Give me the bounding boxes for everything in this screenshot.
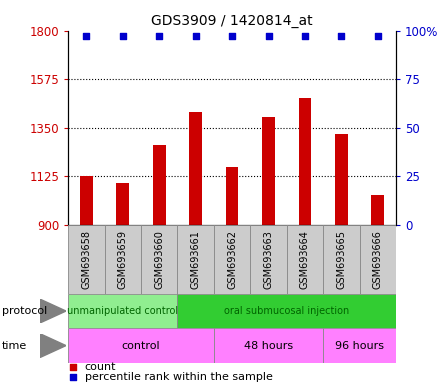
Point [119,33,126,39]
Bar [68,294,177,328]
Point [156,33,163,39]
Bar [189,112,202,225]
Title: GDS3909 / 1420814_at: GDS3909 / 1420814_at [151,14,313,28]
Text: 48 hours: 48 hours [244,341,293,351]
Bar [262,118,275,225]
Text: control: control [121,341,160,351]
Text: GSM693666: GSM693666 [373,230,383,289]
Point [301,33,308,39]
Bar [323,225,359,294]
Text: unmanipulated control: unmanipulated control [67,306,178,316]
Bar [68,328,214,363]
Text: oral submucosal injection: oral submucosal injection [224,306,349,316]
Bar [214,225,250,294]
Bar [359,225,396,294]
Point [273,337,280,343]
Text: 96 hours: 96 hours [335,341,384,351]
Bar [214,328,323,363]
Bar [177,294,396,328]
Point [374,33,381,39]
Bar [117,183,129,225]
Point [192,33,199,39]
Bar [287,225,323,294]
Text: GSM693658: GSM693658 [81,230,92,289]
Bar [335,134,348,225]
Polygon shape [40,333,66,358]
Text: GSM693663: GSM693663 [264,230,274,289]
Text: GSM693661: GSM693661 [191,230,201,289]
Text: time: time [2,341,27,351]
Text: GSM693659: GSM693659 [118,230,128,289]
Text: protocol: protocol [2,306,48,316]
Bar [323,328,396,363]
Bar [371,195,384,225]
Bar [226,167,238,225]
Bar [177,225,214,294]
Text: count: count [84,362,116,372]
Bar [80,175,93,225]
Point [338,33,345,39]
Point [229,33,236,39]
Bar [141,225,177,294]
Polygon shape [40,299,66,323]
Point [273,243,280,249]
Bar [153,146,165,225]
Text: percentile rank within the sample: percentile rank within the sample [84,372,272,382]
Bar [68,225,105,294]
Bar [250,225,287,294]
Text: GSM693664: GSM693664 [300,230,310,289]
Text: GSM693660: GSM693660 [154,230,164,289]
Point [83,33,90,39]
Bar [105,225,141,294]
Text: GSM693665: GSM693665 [336,230,346,289]
Text: GSM693662: GSM693662 [227,230,237,289]
Bar [299,98,312,225]
Point [265,33,272,39]
